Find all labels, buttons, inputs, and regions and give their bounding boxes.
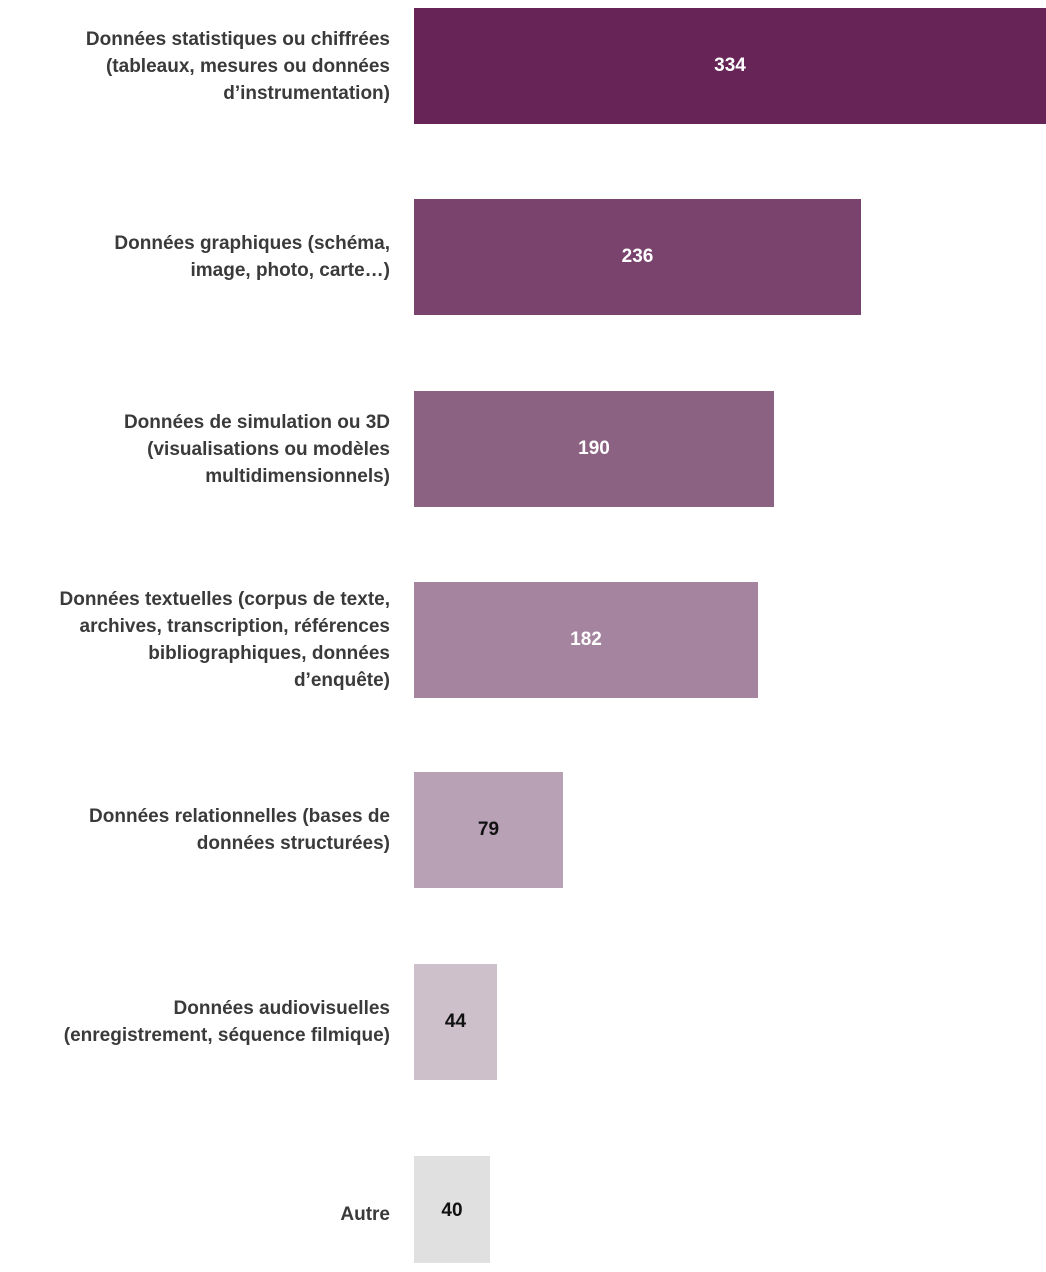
bar-row: Données graphiques (schéma, image, photo… bbox=[0, 199, 1046, 315]
category-label-text: Données de simulation ou 3D (visualisati… bbox=[123, 411, 390, 487]
category-label: Données graphiques (schéma, image, photo… bbox=[0, 199, 390, 315]
bar-value-label: 334 bbox=[714, 55, 746, 76]
bar: 44 bbox=[414, 964, 497, 1080]
bar-value-label: 182 bbox=[570, 629, 602, 650]
category-label: Données statistiques ou chiffrées (table… bbox=[0, 8, 390, 124]
category-label-text: Données textuelles (corpus de texte, arc… bbox=[59, 589, 391, 691]
category-label: Données textuelles (corpus de texte, arc… bbox=[0, 582, 391, 698]
bar-row: Données statistiques ou chiffrées (table… bbox=[0, 8, 1046, 124]
bar: 79 bbox=[414, 772, 563, 888]
bar-row: Données de simulation ou 3D (visualisati… bbox=[0, 391, 1046, 507]
bar: 40 bbox=[414, 1156, 490, 1263]
bar-row: Données audiovisuelles (enregistrement, … bbox=[0, 964, 1046, 1080]
bar-row: Données relationnelles (bases de données… bbox=[0, 772, 1046, 888]
category-label: Autre bbox=[0, 1156, 390, 1272]
category-label-text: Données graphiques (schéma, image, photo… bbox=[114, 233, 390, 281]
bar-value-label: 190 bbox=[578, 438, 610, 459]
category-label: Données de simulation ou 3D (visualisati… bbox=[0, 391, 390, 507]
category-label: Données audiovisuelles (enregistrement, … bbox=[0, 964, 390, 1080]
category-label: Données relationnelles (bases de données… bbox=[0, 772, 390, 888]
bar-row: Données textuelles (corpus de texte, arc… bbox=[0, 582, 1046, 698]
bar-value-label: 236 bbox=[621, 246, 654, 267]
bar: 190 bbox=[414, 391, 774, 507]
bar: 236 bbox=[414, 199, 861, 315]
category-label-text: Données relationnelles (bases de données… bbox=[89, 806, 390, 854]
category-label-text: Autre bbox=[340, 1203, 390, 1225]
category-label-text: Données statistiques ou chiffrées (table… bbox=[85, 28, 390, 104]
bar: 182 bbox=[414, 582, 758, 698]
bar-row: Autre 40 bbox=[0, 1156, 1046, 1263]
bar-value-label: 44 bbox=[444, 1011, 467, 1032]
bar-value-label: 79 bbox=[477, 819, 500, 840]
bar: 334 bbox=[414, 8, 1046, 124]
bar-value-label: 40 bbox=[441, 1199, 463, 1221]
category-label-text: Données audiovisuelles (enregistrement, … bbox=[63, 998, 390, 1046]
